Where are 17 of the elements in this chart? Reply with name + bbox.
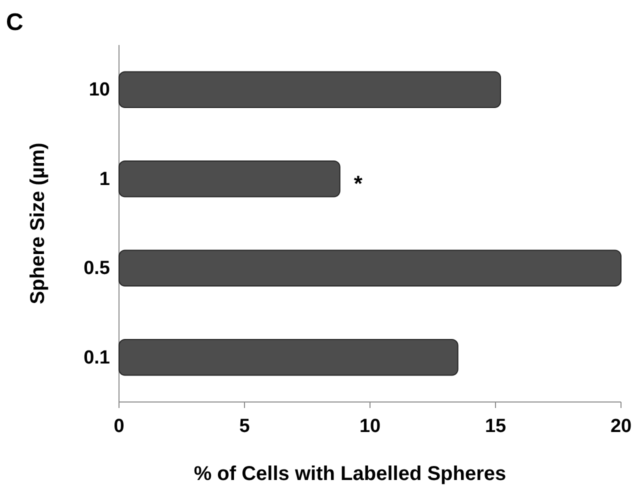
- x-tick-label: 20: [610, 416, 632, 437]
- x-tick-label: 0: [114, 416, 124, 437]
- y-tick-label: 10: [88, 80, 110, 101]
- y-axis-title: Sphere Size (µm): [27, 142, 49, 304]
- bar: [118, 160, 340, 198]
- x-tick-label: 10: [359, 416, 381, 437]
- x-tick-label: 15: [484, 416, 506, 437]
- y-tick-label: 0.5: [84, 258, 110, 280]
- bar: [118, 339, 458, 376]
- chart-title: C: [6, 9, 24, 36]
- x-tick-label: 5: [239, 416, 250, 437]
- x-axis-title: % of Cells with Labelled Spheres: [194, 463, 506, 485]
- bar: [118, 71, 502, 108]
- bar: [118, 250, 622, 286]
- annotation: *: [354, 170, 363, 196]
- y-tick-label: 1: [99, 168, 110, 190]
- y-tick-label: 0.1: [84, 347, 110, 368]
